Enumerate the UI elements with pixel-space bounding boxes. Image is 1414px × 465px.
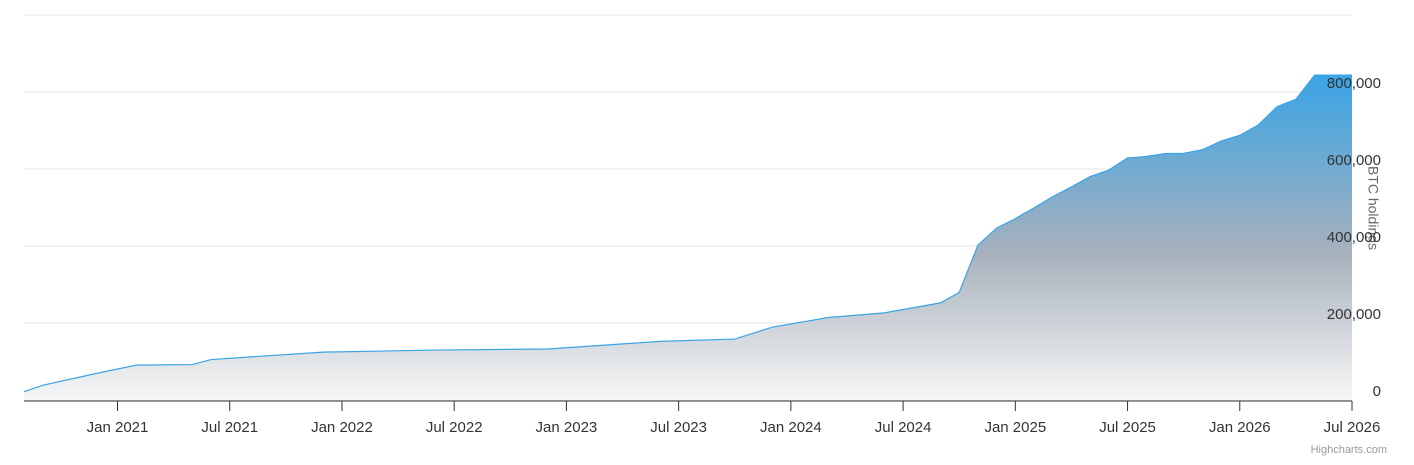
y-axis-title: BTC holdings: [1365, 166, 1381, 250]
x-tick-label: Jul 2024: [875, 419, 932, 436]
x-tick-label: Jan 2024: [760, 419, 822, 436]
y-tick-label: 200,000: [1327, 306, 1381, 323]
x-tick-label: Jan 2021: [87, 419, 149, 436]
y-tick-label: 0: [1373, 383, 1381, 400]
line: [23, 74, 1352, 393]
y-tick-label: 600,000: [1327, 152, 1381, 169]
x-tick-label: Jul 2022: [426, 419, 483, 436]
x-tick-label: Jul 2025: [1099, 419, 1156, 436]
area: [24, 75, 1352, 400]
x-tick-label: Jan 2026: [1209, 419, 1271, 436]
y-tick-label: 800,000: [1327, 75, 1381, 92]
x-tick-label: Jul 2021: [201, 419, 258, 436]
x-tick-label: Jan 2025: [984, 419, 1046, 436]
x-tick-label: Jan 2022: [311, 419, 373, 436]
y-tick-label: 400,000: [1327, 229, 1381, 246]
x-tick-label: Jul 2023: [650, 419, 707, 436]
x-tick-label: Jul 2026: [1324, 419, 1381, 436]
credits: Highcharts.com: [1311, 444, 1387, 456]
x-tick-label: Jan 2023: [536, 419, 598, 436]
